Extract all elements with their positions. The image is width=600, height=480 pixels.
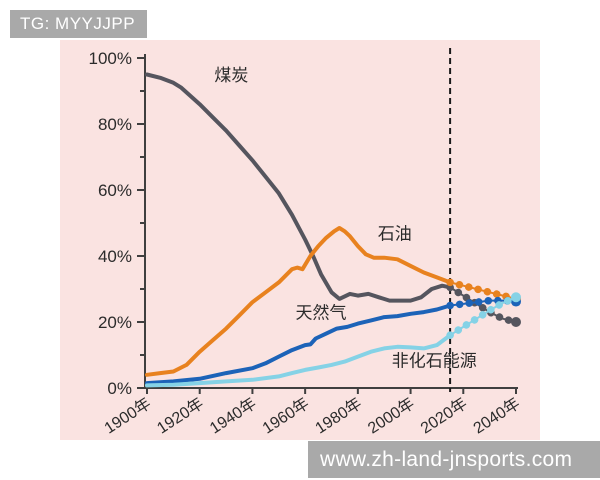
y-tick-label: 40% bbox=[98, 247, 132, 266]
series-label: 天然气 bbox=[295, 304, 346, 323]
y-tick-label: 0% bbox=[107, 379, 132, 398]
series-forecast-dots bbox=[446, 293, 520, 339]
series-forecast-dots bbox=[446, 278, 520, 303]
watermark-telegram: TG: MYYJJPP bbox=[10, 10, 148, 38]
series-line-history bbox=[145, 72, 453, 303]
series-line-history bbox=[145, 303, 453, 386]
series-end-dot bbox=[511, 317, 521, 327]
y-tick-label: 20% bbox=[98, 313, 132, 332]
series-forecast-dots bbox=[446, 283, 520, 326]
y-tick-label: 60% bbox=[98, 181, 132, 200]
series-label: 煤炭 bbox=[214, 66, 248, 85]
series-end-dot bbox=[511, 292, 521, 303]
y-tick-label: 100% bbox=[89, 49, 132, 68]
series-line-history bbox=[145, 333, 453, 388]
chart-panel: 0% 20% 40% 60% 80% 100% 1900年 1920年 1940年 1960年 19… bbox=[60, 40, 540, 440]
energy-share-chart: 0%20%40%60%80%100%1900年 1920年 1940年 1960年 19… bbox=[60, 40, 540, 440]
plot-background bbox=[60, 40, 540, 440]
series-label: 石油 bbox=[378, 225, 412, 244]
watermark-site-url: www.zh-land-jnsports.com bbox=[308, 441, 600, 478]
series-line-history bbox=[145, 226, 453, 377]
series-label: 非化石能源 bbox=[392, 352, 477, 371]
y-tick-label: 80% bbox=[98, 115, 132, 134]
